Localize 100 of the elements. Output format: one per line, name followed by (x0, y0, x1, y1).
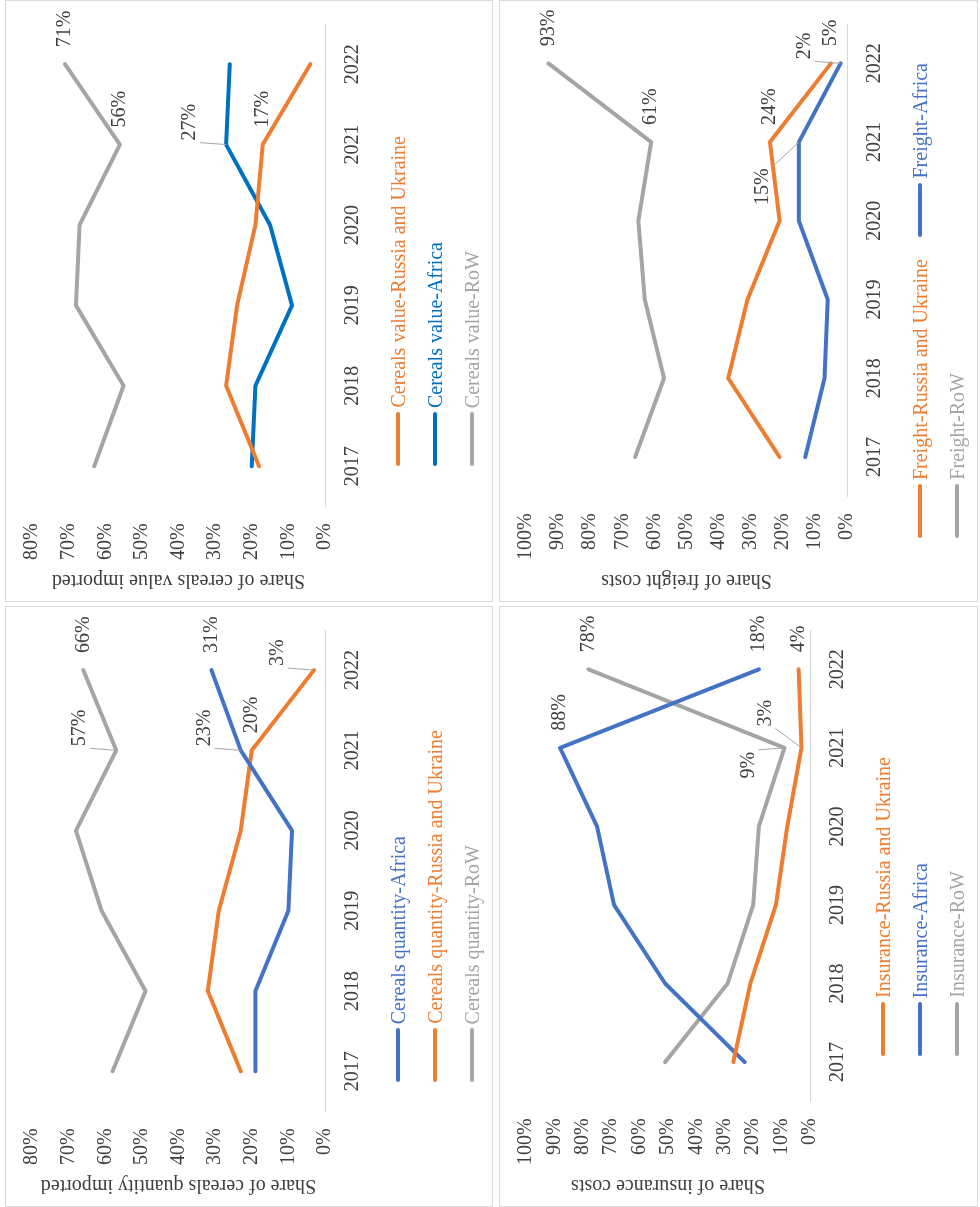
y-tick-label: 2019 (340, 890, 363, 931)
x-tick-label: 20% (239, 523, 261, 561)
y-tick-label: 2017 (340, 1051, 363, 1092)
data-label: 66% (70, 616, 93, 654)
y-tick-label: 2022 (825, 649, 848, 690)
y-tick-label: 2022 (340, 44, 363, 85)
x-tick-label: 60% (626, 1118, 649, 1156)
data-label: 3% (265, 639, 288, 667)
y-tick-label: 2019 (340, 285, 363, 326)
data-label: 27% (177, 103, 200, 141)
data-label: 4% (785, 625, 808, 653)
y-tick-label: 2021 (825, 727, 848, 768)
data-label: 9% (735, 751, 758, 779)
data-label: 71% (52, 10, 75, 48)
data-label: 15% (750, 168, 773, 206)
x-tick-label: 30% (202, 1128, 225, 1166)
x-tick-label: 10% (768, 1118, 791, 1156)
x-tick-label: 60% (641, 513, 664, 551)
x-axis-title: Share of cereals quantity imported (40, 1174, 317, 1198)
x-axis-title: Share of cereals value imported (51, 569, 306, 593)
y-tick-label: 2022 (862, 43, 885, 84)
data-label: 23% (192, 709, 215, 747)
y-tick-label: 2018 (825, 963, 848, 1004)
y-tick-label: 2020 (340, 810, 363, 851)
x-tick-label: 70% (55, 1128, 78, 1166)
x-tick-label: 0% (834, 513, 857, 541)
x-tick-label: 20% (740, 1118, 763, 1156)
text: Insurance-RoW (946, 871, 968, 998)
x-tick-label: 30% (712, 1118, 735, 1156)
x-tick-label: 20% (239, 1128, 261, 1166)
text: Cereals value-Africa (424, 241, 446, 408)
data-label: 93% (535, 9, 558, 47)
y-tick-label: 2018 (862, 358, 885, 399)
x-axis-title: Share of freight costs (601, 569, 772, 593)
x-tick-label: 30% (737, 513, 760, 551)
x-tick-label: 10% (802, 513, 825, 551)
x-tick-label: 90% (545, 513, 568, 551)
x-tick-label: 40% (165, 523, 188, 561)
x-tick-label: 10% (275, 523, 298, 561)
x-tick-label: 50% (655, 1118, 678, 1156)
x-tick-label: 80% (577, 513, 600, 551)
x-tick-label: 60% (92, 1128, 115, 1166)
data-label: 18% (746, 615, 769, 653)
x-tick-label: 100% (513, 1118, 536, 1166)
text: Cereals quantity-RoW (461, 844, 483, 1024)
y-tick-label: 2019 (862, 279, 885, 320)
data-label: 31% (198, 616, 221, 654)
text: Cereals quantity-Africa (387, 835, 409, 1024)
x-tick-label: 70% (609, 513, 632, 551)
y-tick-label: 2017 (862, 436, 885, 477)
data-label: 5% (818, 19, 841, 47)
y-tick-label: 2018 (340, 365, 363, 406)
data-label: 56% (107, 90, 130, 128)
text: Freight-RoW (946, 373, 968, 480)
y-tick-label: 2017 (340, 446, 363, 487)
y-tick-label: 2020 (340, 204, 363, 245)
text: Insurance-Africa (909, 862, 931, 998)
y-tick-label: 2022 (340, 650, 363, 691)
y-tick-label: 2017 (825, 1042, 848, 1083)
x-tick-label: 80% (19, 1128, 42, 1166)
data-label: 20% (239, 696, 261, 734)
data-label: 61% (638, 88, 661, 126)
text: Freight-Africa (909, 63, 931, 179)
text: Insurance-Russia and Ukraine (872, 756, 894, 998)
x-tick-label: 0% (312, 523, 335, 551)
data-label: 88% (547, 694, 570, 731)
data-label: 78% (575, 615, 598, 653)
x-tick-label: 70% (55, 523, 78, 561)
x-tick-label: 40% (165, 1128, 188, 1166)
x-tick-label: 80% (570, 1118, 593, 1156)
text: Cereals quantity-Russia and Ukraine (424, 730, 446, 1024)
text: Cereals value-RoW (461, 250, 483, 408)
y-tick-label: 2021 (340, 730, 363, 771)
x-tick-label: 70% (598, 1118, 621, 1156)
x-tick-label: 30% (202, 523, 225, 561)
x-tick-label: 40% (705, 513, 728, 551)
text: Cereals value-Russia and Ukraine (387, 136, 409, 408)
x-tick-label: 50% (129, 1128, 152, 1166)
y-tick-label: 2020 (825, 806, 848, 847)
x-tick-label: 0% (312, 1128, 335, 1156)
x-tick-label: 50% (129, 523, 152, 561)
x-axis-title: Share of insurance costs (570, 1175, 765, 1198)
y-tick-label: 2021 (862, 122, 885, 163)
x-tick-label: 0% (797, 1118, 820, 1146)
y-tick-label: 2020 (862, 200, 885, 241)
x-tick-label: 40% (683, 1118, 706, 1156)
y-tick-label: 2019 (825, 884, 848, 925)
data-label: 2% (791, 32, 814, 60)
x-tick-label: 50% (673, 513, 696, 551)
x-tick-label: 10% (275, 1128, 298, 1166)
text: Freight-Russia and Ukraine (909, 258, 931, 480)
x-tick-label: 80% (19, 523, 42, 561)
data-label: 3% (752, 699, 775, 727)
data-label: 24% (757, 88, 780, 126)
x-tick-label: 90% (541, 1118, 564, 1156)
x-tick-label: 20% (770, 513, 793, 551)
y-tick-label: 2021 (340, 124, 363, 165)
x-tick-label: 100% (513, 513, 536, 561)
data-label: 17% (249, 90, 272, 128)
y-tick-label: 2018 (340, 971, 363, 1011)
